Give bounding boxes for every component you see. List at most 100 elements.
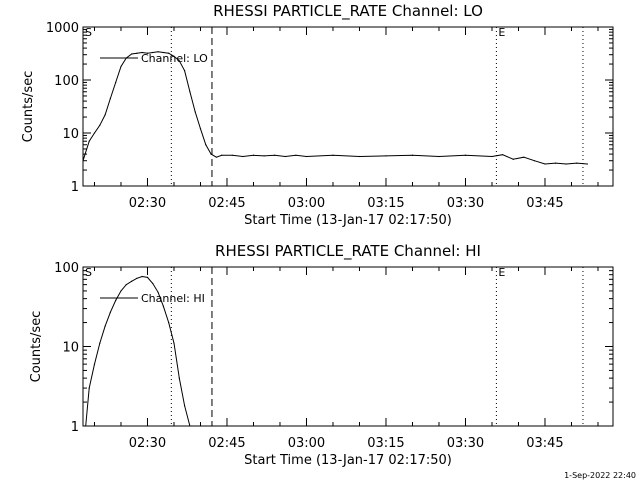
data-point [88, 140, 90, 142]
data-point [146, 276, 149, 278]
y-tick-label: 10 [62, 127, 79, 142]
data-point [305, 155, 308, 158]
data-point [189, 425, 191, 426]
y-tick-label: 1 [71, 420, 79, 435]
data-point [168, 52, 170, 54]
y-tick-label: 100 [54, 261, 79, 276]
chart-panel-1: RHESSI PARTICLE_RATE Channel: HI 1 10 100 02… [29, 242, 614, 468]
y-tick-label: 1 [71, 180, 79, 195]
data-point [491, 155, 493, 158]
timestamp-stamp: 1-Sep-2022 22:40 [564, 471, 636, 480]
data-point [99, 124, 101, 126]
data-point [88, 387, 90, 389]
data-point [183, 405, 186, 407]
x-axis-label: Start Time (13-Jan-17 02:17:50) [244, 453, 452, 468]
data-point [189, 91, 191, 93]
data-point [523, 156, 525, 158]
data-point [178, 60, 180, 62]
x-axis-label: Start Time (13-Jan-17 02:17:50) [244, 213, 452, 228]
data-point [231, 154, 233, 156]
event-marker-label: S [85, 26, 92, 39]
data-point [194, 111, 196, 113]
data-point [263, 155, 265, 157]
event-marker-label: E [498, 26, 505, 39]
data-point [162, 51, 164, 54]
data-point [152, 282, 154, 285]
data-point [109, 311, 111, 313]
data-point [168, 321, 170, 324]
data-point [141, 275, 143, 278]
legend-label: Channel: LO [141, 52, 208, 65]
x-tick-label: 02:45 [208, 196, 245, 211]
legend-label: Channel: HI [141, 292, 205, 305]
data-point [120, 65, 122, 68]
data-point [295, 154, 297, 156]
data-point [215, 156, 217, 158]
event-marker-label: S [85, 266, 92, 279]
data-point [104, 325, 106, 327]
y-axis-label: Counts/sec [29, 311, 44, 383]
data-point [157, 291, 159, 293]
data-point [115, 81, 117, 84]
y-tick-label: 100 [54, 74, 79, 89]
data-point [533, 160, 535, 162]
data-point [125, 284, 127, 286]
data-point [501, 154, 504, 156]
chart-title: RHESSI PARTICLE_RATE Channel: HI [215, 242, 481, 261]
x-tick-label: 03:00 [288, 196, 325, 211]
event-marker-label: E [498, 266, 505, 279]
data-point [242, 155, 244, 158]
stamp-box: 1-Sep-2022 22:40 [564, 471, 636, 480]
data-point [183, 70, 186, 72]
data-point [99, 342, 101, 344]
data-point [109, 97, 111, 99]
x-tick-label: 03:30 [447, 436, 484, 451]
data-point [205, 144, 207, 146]
x-tick-label: 03:45 [526, 196, 563, 211]
data-point [173, 55, 175, 57]
x-tick-label: 03:30 [447, 196, 484, 211]
series-line [83, 51, 588, 165]
data-point [141, 51, 143, 54]
data-point [130, 280, 133, 282]
data-point [385, 155, 387, 157]
data-point [438, 155, 440, 158]
plot-frame [82, 266, 614, 427]
data-point [83, 160, 84, 162]
data-point [576, 162, 578, 164]
x-tick-label: 02:45 [208, 436, 245, 451]
data-point [252, 154, 255, 156]
x-tick-label: 02:30 [129, 196, 166, 211]
y-tick-label: 10 [62, 341, 79, 356]
data-point [130, 53, 133, 55]
x-tick-label: 03:00 [288, 436, 325, 451]
data-point [274, 154, 276, 156]
data-point [136, 277, 138, 279]
y-axis-label: Counts/sec [21, 71, 36, 143]
data-point [210, 153, 212, 155]
data-point [162, 305, 164, 307]
data-point [120, 290, 122, 292]
data-point [411, 154, 414, 156]
data-point [358, 155, 361, 158]
data-point [104, 114, 106, 116]
y-tick-label: 1000 [46, 21, 79, 36]
chart-title: RHESSI PARTICLE_RATE Channel: LO [213, 2, 483, 21]
data-point [173, 342, 175, 344]
data-point [544, 163, 546, 165]
data-point [93, 363, 96, 365]
data-point [157, 51, 159, 53]
x-tick-label: 03:45 [526, 436, 563, 451]
data-point [93, 132, 96, 134]
data-point [284, 155, 286, 158]
data-point [152, 51, 154, 54]
data-point [136, 52, 138, 54]
chart-panel-0: RHESSI PARTICLE_RATE Channel: LO 1 10 100 10… [21, 2, 614, 228]
plot-frame [82, 26, 614, 187]
data-point [221, 154, 223, 156]
data-point [554, 162, 557, 164]
data-point [115, 299, 117, 302]
x-tick-label: 03:15 [367, 436, 404, 451]
data-point [464, 154, 467, 156]
x-tick-label: 03:15 [367, 196, 404, 211]
